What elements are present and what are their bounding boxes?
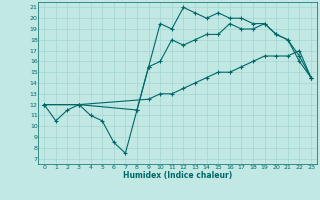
X-axis label: Humidex (Indice chaleur): Humidex (Indice chaleur) bbox=[123, 171, 232, 180]
